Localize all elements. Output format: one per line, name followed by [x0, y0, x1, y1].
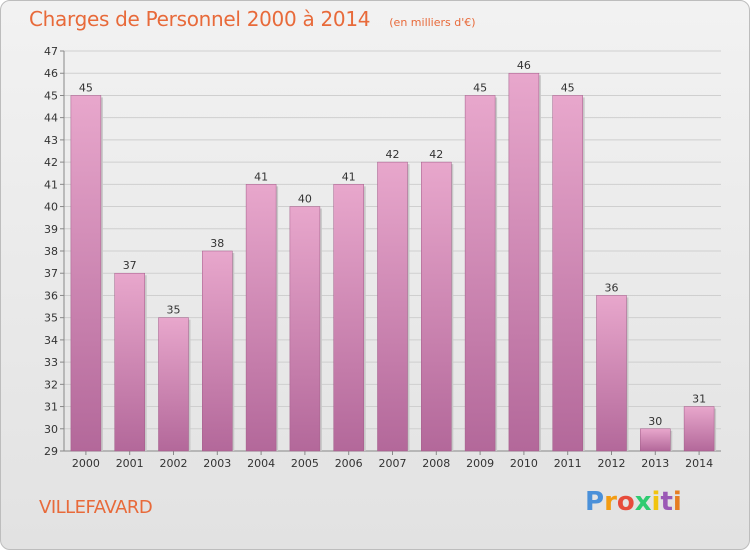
bar-2006[interactable]: [333, 184, 364, 452]
logo-letter: o: [616, 487, 635, 517]
logo-letter: x: [634, 487, 652, 517]
value-label-2000: 45: [79, 81, 93, 94]
town-name: VILLEFAVARD: [39, 497, 153, 518]
y-tick-label: 41: [44, 178, 58, 191]
y-tick-label: 38: [44, 245, 58, 258]
bar-2002[interactable]: [158, 317, 189, 452]
x-tick-label-2010: 2010: [510, 457, 538, 470]
bar-2007[interactable]: [377, 161, 408, 452]
y-tick-label: 44: [44, 112, 58, 125]
bar-2014[interactable]: [683, 406, 715, 452]
bar-2004[interactable]: [245, 184, 277, 452]
y-tick-label: 34: [44, 334, 58, 347]
x-tick-label-2009: 2009: [466, 457, 494, 470]
value-label-2004: 41: [254, 170, 268, 183]
x-tick-label-2000: 2000: [72, 457, 100, 470]
y-tick-label: 29: [44, 445, 58, 458]
y-tick-label: 37: [44, 267, 58, 280]
y-tick-label: 42: [44, 156, 58, 169]
x-tick-label-2005: 2005: [291, 457, 319, 470]
bar-2009[interactable]: [464, 95, 496, 452]
value-label-2012: 36: [605, 281, 619, 294]
proxiti-logo[interactable]: Proxiti: [585, 487, 682, 517]
bar-2010[interactable]: [508, 72, 540, 452]
y-tick-label: 33: [44, 356, 58, 369]
y-tick-label: 47: [44, 45, 58, 58]
x-tick-label-2001: 2001: [116, 457, 144, 470]
y-tick-label: 40: [44, 201, 58, 214]
value-label-2009: 45: [473, 81, 487, 94]
x-tick-label-2014: 2014: [685, 457, 713, 470]
x-tick-label-2002: 2002: [160, 457, 188, 470]
logo-letter: t: [660, 487, 673, 517]
logo-letter: i: [672, 487, 682, 517]
bar-2001[interactable]: [114, 272, 145, 452]
chart-title: Charges de Personnel 2000 à 2014: [29, 7, 371, 31]
bar-2008[interactable]: [421, 161, 452, 452]
value-label-2008: 42: [429, 148, 443, 161]
y-tick-label: 46: [44, 67, 58, 80]
bar-2003[interactable]: [202, 250, 233, 452]
y-tick-label: 32: [44, 378, 58, 391]
value-label-2011: 45: [561, 81, 575, 94]
x-tick-label-2003: 2003: [203, 457, 231, 470]
bar-2000[interactable]: [70, 95, 102, 452]
y-tick-label: 35: [44, 312, 58, 325]
y-tick-label: 30: [44, 423, 58, 436]
x-tick-label-2004: 2004: [247, 457, 275, 470]
value-label-2001: 37: [123, 259, 137, 272]
y-tick-label: 45: [44, 89, 58, 102]
x-tick-label-2013: 2013: [641, 457, 669, 470]
value-label-2014: 31: [692, 393, 706, 406]
bar-2013[interactable]: [640, 428, 671, 452]
logo-letter: P: [585, 487, 605, 517]
bar-2011[interactable]: [552, 95, 583, 452]
y-tick-label: 36: [44, 289, 58, 302]
x-tick-label-2012: 2012: [598, 457, 626, 470]
value-label-2003: 38: [210, 237, 224, 250]
value-label-2010: 46: [517, 59, 531, 72]
value-label-2005: 40: [298, 193, 312, 206]
value-label-2007: 42: [386, 148, 400, 161]
y-tick-label: 39: [44, 223, 58, 236]
x-tick-label-2006: 2006: [335, 457, 363, 470]
y-tick-label: 43: [44, 134, 58, 147]
x-tick-label-2008: 2008: [422, 457, 450, 470]
chart-subtitle: (en milliers d'€): [389, 16, 476, 29]
value-label-2006: 41: [342, 170, 356, 183]
logo-letter: i: [651, 487, 661, 517]
bar-2012[interactable]: [596, 295, 627, 452]
bar-2005[interactable]: [289, 206, 321, 452]
x-tick-label-2011: 2011: [554, 457, 582, 470]
logo-letter: r: [604, 487, 617, 517]
y-tick-label: 31: [44, 401, 58, 414]
value-label-2002: 35: [167, 304, 181, 317]
x-tick-label-2007: 2007: [379, 457, 407, 470]
chart-title-block: Charges de Personnel 2000 à 2014 (en mil…: [29, 7, 476, 31]
value-label-2013: 30: [648, 415, 662, 428]
